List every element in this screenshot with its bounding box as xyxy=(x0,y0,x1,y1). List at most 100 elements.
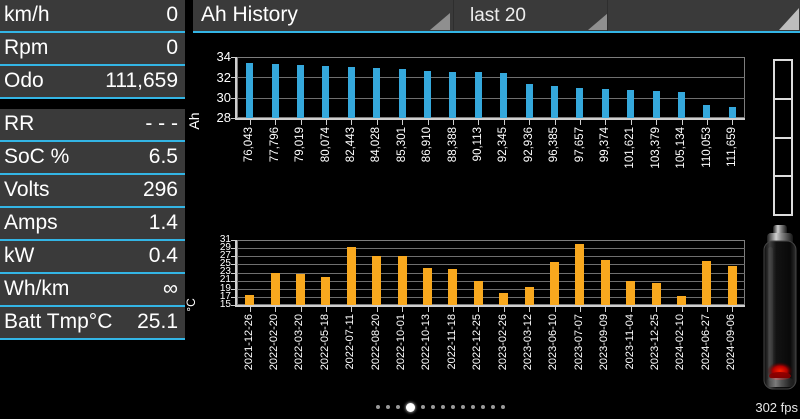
bar xyxy=(702,261,712,305)
bar xyxy=(448,269,458,305)
x-tick xyxy=(402,120,404,125)
x-tick xyxy=(579,307,581,312)
bar xyxy=(245,294,255,305)
pid-value: 0 xyxy=(166,36,178,59)
bar xyxy=(271,64,279,118)
pid-value: 296 xyxy=(142,178,178,201)
page-dot[interactable] xyxy=(470,405,475,409)
x-tick-label: 2022-07-11 xyxy=(344,314,357,370)
x-tick xyxy=(554,307,556,312)
page-dot[interactable] xyxy=(490,405,495,409)
fps-counter: 302 fps xyxy=(755,400,798,415)
bar xyxy=(575,244,585,305)
page-dot[interactable] xyxy=(420,405,425,409)
range-selector[interactable]: last 20 xyxy=(470,5,526,26)
bar xyxy=(423,268,432,305)
x-tick xyxy=(605,120,607,125)
x-tick xyxy=(681,120,683,125)
x-tick xyxy=(529,307,531,312)
x-tick xyxy=(427,307,429,312)
page-dot-active[interactable] xyxy=(405,402,415,412)
y-tick-label: 30 xyxy=(216,89,231,105)
y-tick xyxy=(231,118,237,119)
x-tick xyxy=(706,307,708,312)
x-tick xyxy=(452,307,454,312)
pid-row-kmh[interactable]: km/h 0 xyxy=(0,0,185,33)
x-tick-label: 2023-02-26 xyxy=(496,314,509,371)
pid-label: Amps xyxy=(4,211,58,234)
x-tick xyxy=(275,307,277,312)
x-tick xyxy=(300,307,302,312)
y-tick xyxy=(231,297,237,298)
page-dot[interactable] xyxy=(480,405,485,409)
bar xyxy=(626,281,636,305)
y-tick-label: 27 xyxy=(219,250,231,262)
chart-title: Ah History xyxy=(201,3,298,26)
y-tick xyxy=(231,281,237,282)
page-dot[interactable] xyxy=(440,405,445,409)
x-tick xyxy=(656,120,658,125)
y-tick xyxy=(231,77,237,78)
pid-row-rpm[interactable]: Rpm 0 xyxy=(0,33,185,66)
pid-row-amps[interactable]: Amps 1.4 xyxy=(0,208,185,241)
chart-frame xyxy=(237,57,745,118)
bar xyxy=(651,283,661,305)
pid-label: RR xyxy=(4,112,35,135)
pid-label: Batt Tmp°C xyxy=(4,310,113,333)
pid-label: Wh/km xyxy=(4,277,70,300)
pid-label: Rpm xyxy=(4,36,49,59)
gridline xyxy=(237,248,745,249)
bar xyxy=(678,92,685,118)
bar xyxy=(321,276,331,305)
y-axis-line xyxy=(235,57,237,120)
y-tick xyxy=(231,256,237,257)
page-dot[interactable] xyxy=(385,405,390,409)
bar xyxy=(246,63,254,118)
gridline xyxy=(237,297,745,298)
indicator-cell xyxy=(775,61,791,98)
pid-value: 6.5 xyxy=(148,145,178,168)
bar xyxy=(728,106,736,118)
page-dot[interactable] xyxy=(500,405,505,409)
page-dot[interactable] xyxy=(375,405,380,409)
pid-label: kW xyxy=(4,244,35,267)
x-tick-label: 2022-10-01 xyxy=(395,314,408,371)
bar xyxy=(627,89,635,118)
bar xyxy=(677,296,686,305)
page-dot[interactable] xyxy=(430,405,435,409)
pid-row-batt-tmp[interactable]: Batt Tmp°C 25.1 xyxy=(0,307,185,340)
x-tick xyxy=(427,120,429,125)
bar xyxy=(525,84,533,118)
bar xyxy=(296,274,305,305)
x-axis-line xyxy=(235,118,745,120)
page-dot[interactable] xyxy=(460,405,465,409)
bar xyxy=(703,105,711,118)
indicator-cell xyxy=(775,175,791,214)
page-indicator[interactable] xyxy=(320,401,560,413)
gridline xyxy=(237,77,745,78)
bar xyxy=(727,265,737,305)
bar xyxy=(270,272,280,305)
y-tick-label: 32 xyxy=(216,69,231,85)
y-tick-label: 31 xyxy=(219,233,231,245)
bar xyxy=(297,64,304,118)
x-tick xyxy=(579,120,581,125)
page-dot[interactable] xyxy=(450,405,455,409)
pid-row-odo[interactable]: Odo 111,659 xyxy=(0,66,185,99)
pid-row-soc[interactable]: SoC % 6.5 xyxy=(0,142,185,175)
pid-value: 25.1 xyxy=(137,310,178,333)
pid-row-volts[interactable]: Volts 296 xyxy=(0,175,185,208)
chart-frame xyxy=(237,240,745,305)
x-tick xyxy=(630,120,632,125)
y-tick xyxy=(231,98,237,99)
indicator-boxes xyxy=(773,59,793,216)
pid-row-rr[interactable]: RR - - - xyxy=(0,109,185,142)
pid-row-kw[interactable]: kW 0.4 xyxy=(0,241,185,274)
y-tick xyxy=(231,305,237,306)
x-tick-label: 2023-06-10 xyxy=(547,314,560,371)
page-dot[interactable] xyxy=(395,405,400,409)
y-tick-label: 21 xyxy=(219,274,231,286)
pid-row-whkm[interactable]: Wh/km ∞ xyxy=(0,274,185,307)
x-tick xyxy=(402,307,404,312)
